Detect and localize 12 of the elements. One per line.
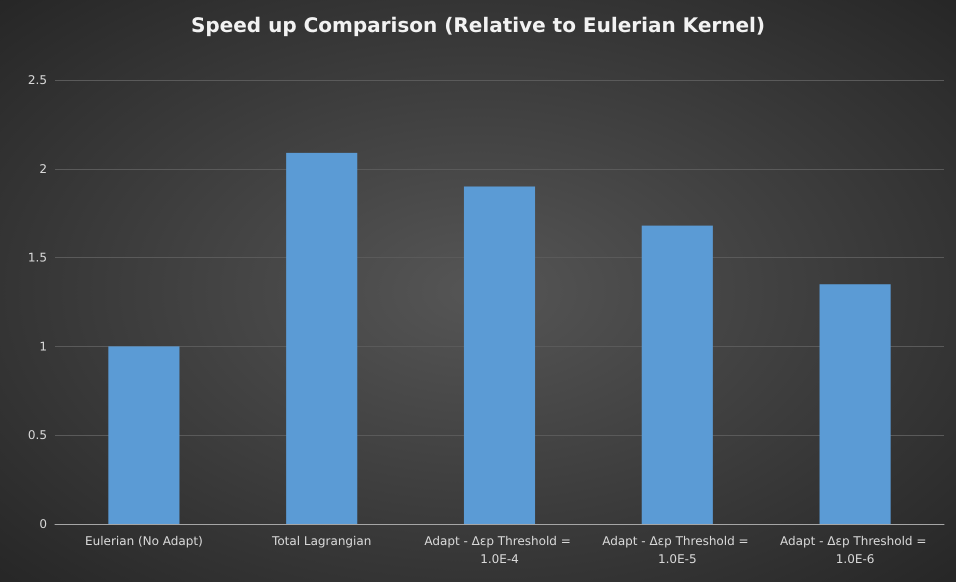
chart-title: Speed up Comparison (Relative to Eulerian Kernel) bbox=[190, 13, 766, 37]
y-tick-label: 1 bbox=[39, 339, 47, 354]
y-tick-label: 2.5 bbox=[28, 73, 47, 87]
y-tick-label: 0.5 bbox=[28, 428, 47, 442]
x-tick-label: Adapt - Δεp Threshold = 1.0E-5 bbox=[602, 534, 752, 566]
y-tick-label: 2 bbox=[39, 162, 47, 176]
y-tick-label: 1.5 bbox=[28, 250, 47, 265]
x-tick-label: Total Lagrangian bbox=[271, 534, 372, 548]
x-tick-label: Eulerian (No Adapt) bbox=[85, 534, 203, 548]
y-tick-label: 0 bbox=[39, 517, 47, 531]
x-tick-label: Adapt - Δεp Threshold = 1.0E-6 bbox=[780, 534, 930, 566]
x-tick-label: Adapt - Δεp Threshold = 1.0E-4 bbox=[424, 534, 575, 566]
